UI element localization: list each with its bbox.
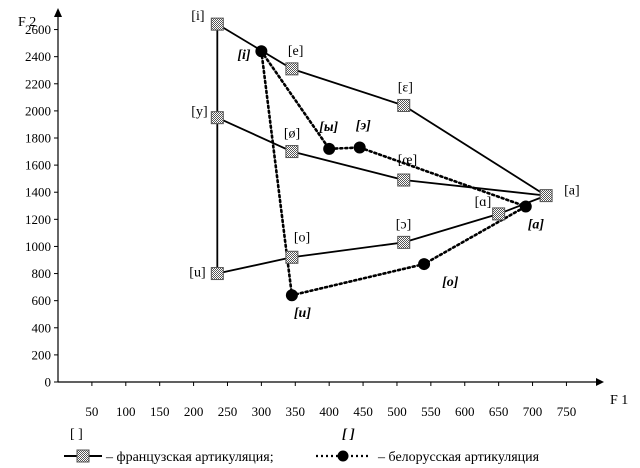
french-label-u: [u]	[189, 266, 205, 281]
y-tick-label: 200	[32, 347, 52, 362]
french-label-ɛ: [ɛ]	[398, 80, 413, 95]
x-tick-label: 100	[116, 404, 136, 419]
french-label-y: [y]	[191, 105, 207, 120]
x-tick-label: 200	[184, 404, 204, 419]
french-series-line	[216, 116, 547, 197]
series-lines	[216, 23, 547, 297]
legend: [ ] – французская артикуляция; [ ] – бел…	[64, 427, 540, 465]
y-tick-label: 2600	[25, 22, 51, 37]
belarus-label-э: [э]	[356, 118, 371, 133]
french-point-ø	[285, 145, 299, 159]
series-points	[210, 17, 553, 302]
belarus-label-о: [о]	[442, 275, 459, 290]
axis-ticks: 50 100 150 200 250 300 350 400 450 500 550 600 650 70…	[25, 22, 576, 419]
french-point-u	[210, 267, 224, 281]
x-tick-label: 250	[218, 404, 238, 419]
french-point-o	[285, 250, 299, 264]
y-tick-label: 800	[32, 266, 52, 281]
belarus-label-u: [u]	[294, 306, 311, 321]
french-point-ɑ	[492, 207, 506, 221]
belarus-point-а	[519, 200, 532, 213]
y-tick-label: 2000	[25, 103, 51, 118]
x-tick-label: 600	[455, 404, 475, 419]
french-label-o: [o]	[294, 230, 310, 245]
x-tick-label: 550	[421, 404, 441, 419]
y-axis-label: F 2	[18, 15, 36, 30]
french-label-i: [i]	[191, 9, 204, 24]
y-tick-label: 2400	[25, 49, 51, 64]
y-tick-label: 1000	[25, 239, 51, 254]
french-label-ɔ: [ɔ]	[396, 217, 412, 232]
x-tick-label: 400	[319, 404, 339, 419]
point-labels: [i] [e] [ɛ] [a] [y] [ø] [œ] [u] [o] [ɔ] [ɑ] [i] [ы] […	[189, 9, 579, 321]
y-tick-label: 1800	[25, 131, 51, 146]
belarus-point-о	[418, 258, 431, 271]
french-series-line	[216, 23, 547, 197]
x-tick-label: 500	[387, 404, 407, 419]
belarus-series-line	[260, 49, 528, 208]
belarus-label-ы: [ы]	[319, 120, 338, 135]
x-tick-label: 300	[252, 404, 272, 419]
legend-belarus-bracket: [ ]	[342, 427, 355, 442]
x-axis-label: F 1	[610, 393, 628, 408]
y-tick-label: 1400	[25, 185, 51, 200]
x-tick-label: 150	[150, 404, 170, 419]
french-point-ɛ	[397, 98, 411, 112]
french-point-y	[210, 111, 224, 125]
belarus-label-а: [а]	[528, 217, 545, 232]
y-tick-label: 1200	[25, 212, 51, 227]
belarus-label-i: [i]	[237, 48, 251, 63]
french-point-e	[285, 62, 299, 76]
belarus-point-ы	[323, 142, 336, 155]
belarus-point-э	[353, 141, 366, 154]
belarus-point-i	[255, 45, 268, 58]
french-label-ø: [ø]	[284, 127, 300, 142]
french-series-line	[217, 194, 547, 275]
x-axis-arrow	[596, 378, 604, 386]
french-point-i	[210, 17, 224, 31]
y-axis-arrow	[54, 8, 62, 17]
y-tick-label: 2200	[25, 76, 51, 91]
french-label-œ: [œ]	[398, 153, 417, 168]
legend-belarus-marker	[337, 450, 349, 462]
legend-french-text: – французская артикуляция;	[105, 450, 274, 465]
belarus-point-u	[285, 289, 298, 302]
y-tick-label: 1600	[25, 158, 51, 173]
x-tick-label: 700	[523, 404, 543, 419]
french-point-œ	[397, 173, 411, 187]
y-tick-label: 400	[32, 320, 52, 335]
belarus-series-line	[260, 49, 528, 297]
legend-french-bracket: [ ]	[70, 427, 83, 442]
french-label-e: [e]	[288, 44, 304, 59]
french-label-ɑ: [ɑ]	[475, 195, 492, 210]
x-tick-label: 350	[286, 404, 306, 419]
french-point-ɔ	[397, 235, 411, 249]
axes: F 1 F 2	[18, 8, 628, 408]
x-tick-label: 50	[85, 404, 98, 419]
y-tick-label: 600	[32, 293, 52, 308]
legend-belarus-text: – белорусская артикуляция	[377, 450, 540, 465]
legend-french-marker	[76, 449, 90, 463]
french-label-a: [a]	[564, 184, 580, 199]
x-tick-label: 450	[353, 404, 373, 419]
x-tick-label: 650	[489, 404, 509, 419]
x-tick-label: 750	[557, 404, 577, 419]
y-tick-label: 0	[45, 375, 52, 390]
french-point-a	[539, 189, 553, 203]
